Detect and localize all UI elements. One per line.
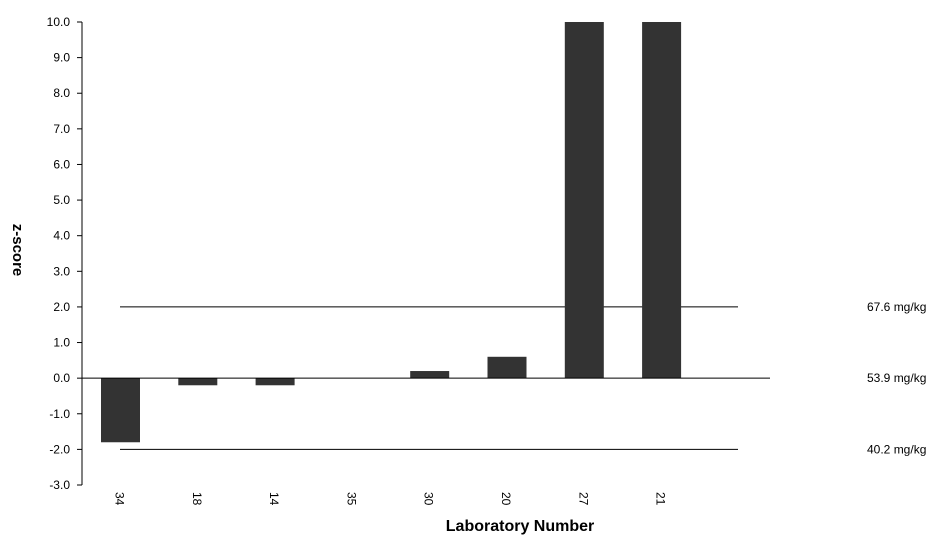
x-tick-label: 27 <box>576 492 590 506</box>
x-axis: 34 18 14 35 30 20 27 21 <box>82 377 770 506</box>
bar-lab-18 <box>178 378 218 386</box>
y-tick-label: 5.0 <box>53 193 70 207</box>
y-axis-title: z-score <box>9 224 26 277</box>
x-tick-label: 30 <box>422 492 436 506</box>
reference-line-label: 40.2 mg/kg <box>867 442 926 456</box>
y-tick-label: 9.0 <box>53 51 70 65</box>
x-axis-title: Laboratory Number <box>446 518 594 535</box>
bars <box>101 22 682 443</box>
reference-line-label: 53.9 mg/kg <box>867 371 926 385</box>
x-tick-label: 18 <box>190 492 204 506</box>
y-tick-label: 3.0 <box>53 264 70 278</box>
reference-line-label: 67.6 mg/kg <box>867 300 926 314</box>
bar-lab-27 <box>564 22 604 379</box>
y-tick-label: 1.0 <box>53 336 70 350</box>
x-tick-label: 21 <box>654 492 668 506</box>
bar-lab-14 <box>255 378 295 386</box>
y-tick-label: 2.0 <box>53 300 70 314</box>
x-tick-label: 34 <box>113 492 127 506</box>
y-axis: -3.0 -2.0 -1.0 0.0 1.0 2.0 3.0 4.0 5.0 6.0 7.0 8.0 9… <box>47 15 83 492</box>
x-tick-label: 20 <box>499 492 513 506</box>
x-tick-label: 14 <box>267 492 281 506</box>
bar-lab-34 <box>101 378 140 443</box>
x-tick-label: 35 <box>344 492 358 506</box>
bar-lab-21 <box>642 22 682 379</box>
y-tick-label: 0.0 <box>53 371 70 385</box>
y-tick-label: 4.0 <box>53 229 70 243</box>
y-tick-label: 6.0 <box>53 157 70 171</box>
reference-lines: 67.6 mg/kg 53.9 mg/kg 40.2 mg/kg <box>120 300 926 456</box>
bar-lab-30 <box>410 371 450 379</box>
y-tick-label: -3.0 <box>49 478 70 492</box>
bar-lab-20 <box>487 356 527 379</box>
y-tick-label: 8.0 <box>53 86 70 100</box>
y-tick-label: -1.0 <box>49 407 70 421</box>
y-tick-label: 10.0 <box>47 15 71 29</box>
y-tick-label: -2.0 <box>49 442 70 456</box>
y-tick-label: 7.0 <box>53 122 70 136</box>
